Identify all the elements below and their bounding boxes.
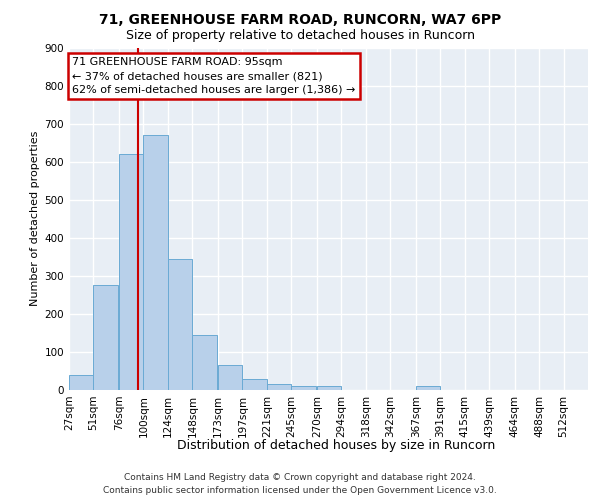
Text: 71 GREENHOUSE FARM ROAD: 95sqm
← 37% of detached houses are smaller (821)
62% of: 71 GREENHOUSE FARM ROAD: 95sqm ← 37% of … [72,57,355,95]
Bar [143,135,168,390]
Bar [218,366,242,390]
Bar [267,384,291,390]
Bar [317,386,341,390]
Bar [168,258,193,390]
Text: Distribution of detached houses by size in Runcorn: Distribution of detached houses by size … [177,440,495,452]
Bar [193,335,217,390]
Text: Size of property relative to detached houses in Runcorn: Size of property relative to detached ho… [125,29,475,42]
Bar [291,386,316,390]
Text: Contains HM Land Registry data © Crown copyright and database right 2024.
Contai: Contains HM Land Registry data © Crown c… [103,474,497,495]
Bar [69,375,94,390]
Bar [416,386,440,390]
Text: 71, GREENHOUSE FARM ROAD, RUNCORN, WA7 6PP: 71, GREENHOUSE FARM ROAD, RUNCORN, WA7 6… [99,13,501,27]
Bar [119,154,143,390]
Bar [242,378,267,390]
Y-axis label: Number of detached properties: Number of detached properties [31,131,40,306]
Bar [94,286,118,390]
